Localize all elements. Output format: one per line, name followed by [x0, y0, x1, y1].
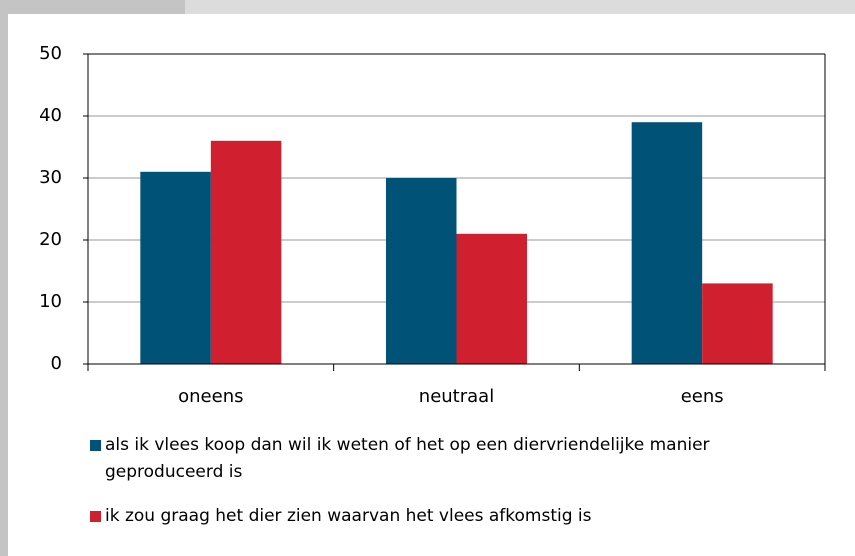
- y-tick-label: 10: [39, 291, 62, 312]
- y-tick-label: 0: [51, 353, 62, 374]
- legend-entry: als ik vlees koop dan wil ik weten of he…: [90, 432, 810, 486]
- bar: [702, 283, 773, 364]
- legend-label: als ik vlees koop dan wil ik weten of he…: [105, 435, 710, 482]
- x-tick-label: oneens: [178, 386, 243, 407]
- frame-top: [0, 0, 185, 14]
- legend-entry: ik zou graag het dier zien waarvan het v…: [90, 503, 810, 530]
- y-tick-label: 40: [39, 105, 62, 126]
- bar: [210, 140, 282, 364]
- y-tick-label: 30: [39, 167, 62, 188]
- x-tick-label: neutraal: [419, 386, 494, 407]
- frame-left: [0, 0, 8, 556]
- y-tick-label: 50: [39, 43, 62, 64]
- legend-swatch: [90, 440, 101, 451]
- x-tick-label: eens: [681, 386, 724, 407]
- bar: [385, 178, 457, 364]
- legend: als ik vlees koop dan wil ik weten of he…: [90, 432, 810, 547]
- header-bar: [185, 0, 855, 14]
- bar: [631, 122, 703, 364]
- legend-label: ik zou graag het dier zien waarvan het v…: [105, 506, 592, 526]
- bar: [140, 171, 211, 364]
- bar: [456, 233, 528, 364]
- legend-swatch: [90, 511, 101, 522]
- y-tick-label: 20: [39, 229, 62, 250]
